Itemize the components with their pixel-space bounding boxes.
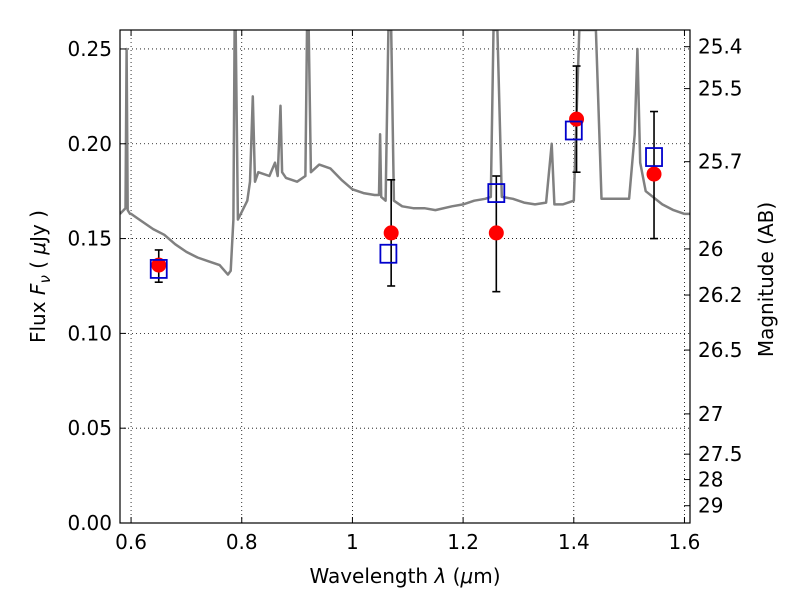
x-tick-label: 1.6 [669,530,701,554]
model-spectrum [120,30,690,276]
observed-point [488,225,504,241]
observed-point [569,111,585,127]
observed-point [383,225,399,241]
y-tick-label: 0.05 [67,416,112,440]
y2-tick-label: 27 [698,402,723,426]
y-tick-label: 0.10 [67,321,112,345]
y-tick-label: 0.20 [67,132,112,156]
y2-tick-label: 25.7 [698,150,743,174]
grid-lines [120,30,690,524]
spectrum-line [120,30,690,276]
y2-axis-label: Magnitude (AB) [754,202,778,357]
observed-point [151,257,167,273]
axis-ticks: 0.6 0.8 1 1.2 1.4 1.6 0.00 0.05 0.10 0.15 0.20 0.25… [67,30,743,554]
model-photometry-points [149,120,663,279]
y2-tick-label: 25.5 [698,77,743,101]
x-axis-label: Wavelength λ (μm) [309,564,500,588]
y-axis-label: Flux Fν ( μJy ) [26,210,54,343]
model-photometry-point [645,147,663,167]
observed-point [646,166,662,182]
observed-points [151,111,662,273]
y-tick-label: 0.25 [67,37,112,61]
y2-tick-label: 28 [698,468,723,492]
model-photometry-point [149,259,168,279]
model-photometry-point [564,120,583,141]
model-photometry-point [487,183,506,203]
x-tick-label: 1.2 [447,530,479,554]
x-tick-label: 0.8 [226,530,258,554]
y2-tick-label: 25.4 [698,35,743,59]
y2-tick-label: 26 [698,237,723,261]
x-tick-label: 0.6 [115,530,147,554]
y2-tick-label: 27.5 [698,442,743,466]
y-tick-label: 0.00 [67,511,112,535]
y-tick-label: 0.15 [67,227,112,251]
x-tick-label: 1.4 [558,530,590,554]
model-photometry-point [379,243,398,264]
plot-frame [119,29,691,524]
y2-tick-label: 29 [698,494,723,518]
x-tick-label: 1 [346,530,359,554]
y2-tick-label: 26.2 [698,283,743,307]
y2-tick-label: 26.5 [698,338,743,362]
